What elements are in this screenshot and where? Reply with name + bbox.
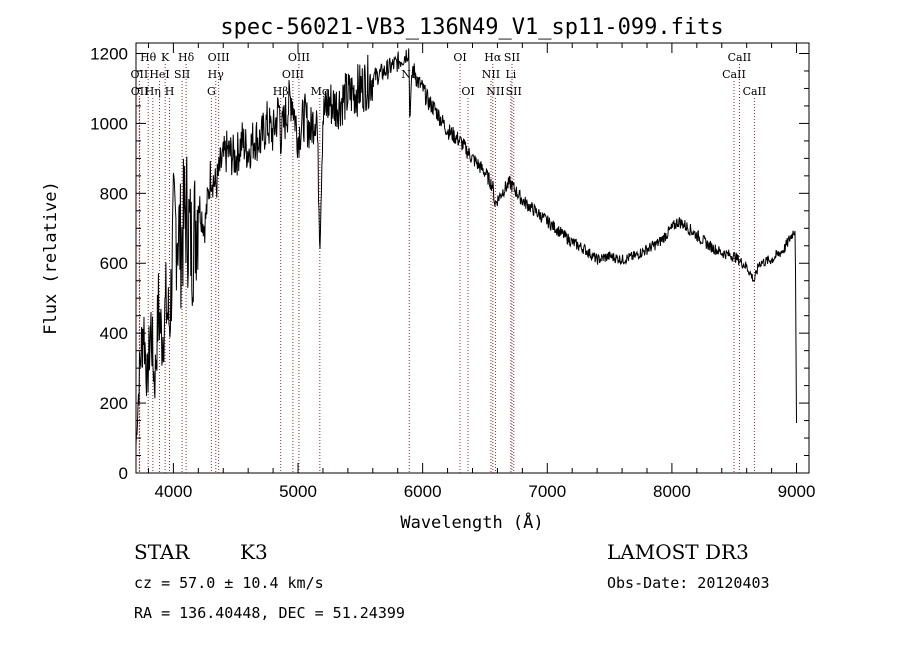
object-class: STAR <box>134 540 190 564</box>
spectral-line-label: NII <box>486 85 504 98</box>
spectral-line-label: SII <box>506 85 522 98</box>
x-axis-label: Wavelength (Å) <box>400 511 543 533</box>
spectral-line-label: SII <box>504 51 520 64</box>
x-tick-label: 6000 <box>404 482 442 501</box>
spectral-line-label: CaII <box>722 68 746 81</box>
spectral-line-label: G <box>207 85 216 98</box>
spectral-line-label: NII <box>482 68 500 81</box>
y-axis-label: Flux (relative) <box>41 181 61 335</box>
y-tick-label: 600 <box>100 254 128 273</box>
object-subclass: K3 <box>240 540 268 564</box>
spectral-line-label: HeI <box>149 68 169 81</box>
x-tick-label: 8000 <box>653 482 691 501</box>
spectral-line-label: H <box>165 85 175 98</box>
x-tick-label: 5000 <box>279 482 317 501</box>
spectral-line-label: Hθ <box>140 51 157 64</box>
spectral-line-label: OIII <box>288 51 310 64</box>
x-tick-label: 7000 <box>528 482 566 501</box>
y-tick-label: 800 <box>100 184 128 203</box>
flux-series-line <box>135 48 797 446</box>
observation-date: Obs-Date: 20120403 <box>607 574 770 592</box>
spectral-line-label: Hη <box>145 85 161 98</box>
y-tick-label: 1000 <box>90 114 128 133</box>
spectral-line-label: SII <box>174 68 190 81</box>
spectral-line-label: K <box>161 51 170 64</box>
spectral-line-label: Hγ <box>208 68 225 81</box>
spectral-line-markers: Hθ OII OII K HeI Hη H Hδ SII OIII Hγ G Hβ OIII OIII Mg N… <box>131 51 767 473</box>
plot-frame <box>135 42 810 474</box>
spectral-line-label: OI <box>453 51 466 64</box>
y-tick-label: 0 <box>119 464 128 483</box>
spectral-line-label: OII <box>131 85 149 98</box>
spectral-line-label: OII <box>131 68 149 81</box>
x-tick-label: 4000 <box>154 482 192 501</box>
x-tick-label: 9000 <box>778 482 816 501</box>
spectral-line-label: CaII <box>728 51 752 64</box>
y-tick-label: 1200 <box>90 44 128 63</box>
survey-label: LAMOST DR3 <box>607 540 749 564</box>
spectral-line-label: OIII <box>282 68 304 81</box>
spectral-line-label: OI <box>461 85 474 98</box>
chart-title: spec-56021-VB3_136N49_V1_sp11-099.fits <box>220 15 723 40</box>
spectral-line-label: Hδ <box>178 51 195 64</box>
spectral-line-label: Mg <box>311 85 329 98</box>
spectral-line-label: CaII <box>743 85 767 98</box>
coordinates: RA = 136.40448, DEC = 51.24399 <box>134 604 405 622</box>
spectral-line-label: Hβ <box>273 85 289 98</box>
spectral-line-label: OIII <box>208 51 230 64</box>
spectral-line-label: Hα <box>484 51 502 64</box>
y-tick-label: 200 <box>100 394 128 413</box>
redshift-cz: cz = 57.0 ± 10.4 km/s <box>134 574 324 592</box>
axis-ticks: 4000 5000 6000 7000 8000 9000 0 200 400 600 800 100… <box>90 43 815 501</box>
spectral-line-label: Li <box>505 68 516 81</box>
y-tick-label: 400 <box>100 324 128 343</box>
